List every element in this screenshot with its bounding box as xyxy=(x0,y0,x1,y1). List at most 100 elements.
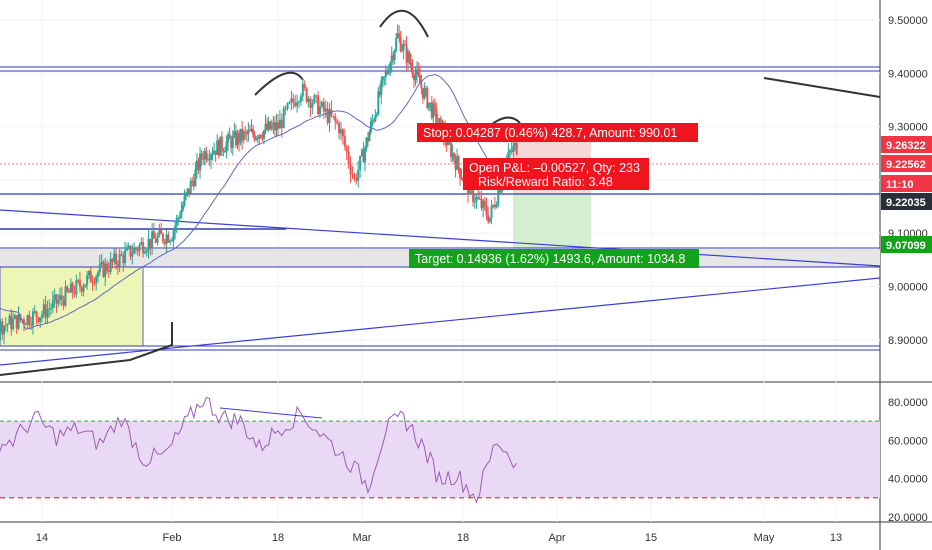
candle-body xyxy=(115,253,118,265)
candle-body xyxy=(93,282,96,284)
candle-body xyxy=(209,154,212,160)
candle-body xyxy=(374,115,377,121)
candle-body xyxy=(371,120,374,122)
candle-body xyxy=(319,106,321,115)
candle-body xyxy=(408,52,411,63)
candle-body xyxy=(307,98,310,102)
candle-body xyxy=(355,177,358,181)
candle-body xyxy=(178,217,181,219)
price-tag-bg xyxy=(881,236,932,253)
candle-body xyxy=(154,238,157,243)
candle-body xyxy=(138,244,141,251)
candle-body xyxy=(288,102,291,104)
candle-body xyxy=(59,295,62,301)
candle-body xyxy=(197,160,200,171)
candle-body xyxy=(459,167,462,178)
head-arc xyxy=(379,9,429,38)
candle-body xyxy=(208,158,211,160)
candle-body xyxy=(111,259,114,262)
candle-body xyxy=(495,204,498,208)
candle-body xyxy=(456,156,459,170)
target-label: Target: 0.14936 (1.62%) 1493.6, Amount: … xyxy=(415,252,685,266)
candle-body xyxy=(277,122,279,129)
candle-body xyxy=(98,264,101,273)
candle-body xyxy=(480,198,483,209)
candle-body xyxy=(186,188,189,193)
candle-body xyxy=(345,146,348,153)
target-zone xyxy=(513,194,591,248)
candle-body xyxy=(272,122,275,126)
candle-body xyxy=(60,295,63,300)
candle-body xyxy=(336,121,339,124)
candle-body xyxy=(230,138,233,149)
candle-body xyxy=(390,55,393,64)
candle-body xyxy=(387,72,390,74)
candle-body xyxy=(454,159,457,170)
candle-body xyxy=(206,158,209,160)
price-tag-label: 9.22562 xyxy=(886,159,926,171)
rsi-band xyxy=(0,421,880,498)
candle-body xyxy=(427,102,430,108)
candle-body xyxy=(420,83,423,88)
candle-body xyxy=(75,280,78,295)
candle-body xyxy=(402,44,405,51)
candle-body xyxy=(375,114,378,116)
candle-body xyxy=(124,250,127,264)
price-tag-label: 9.22035 xyxy=(886,197,926,209)
candle-body xyxy=(498,190,501,193)
candle-body xyxy=(298,101,300,103)
candle-body xyxy=(0,321,2,332)
rsi-tick-label: 40.0000 xyxy=(888,474,928,486)
candle-body xyxy=(177,217,180,219)
candle-body xyxy=(320,101,323,107)
rsi-tick-label: 60.0000 xyxy=(888,435,928,447)
candle-body xyxy=(334,116,337,122)
candle-body xyxy=(347,152,350,164)
candle-body xyxy=(313,95,316,104)
candle-body xyxy=(30,324,33,326)
labels-layer: Stop: 0.04287 (0.46%) 428.7, Amount: 990… xyxy=(409,123,699,268)
candle-body xyxy=(414,74,417,81)
candle-body xyxy=(303,83,306,89)
candle-body xyxy=(202,158,205,160)
candle-body xyxy=(175,217,178,226)
candle-body xyxy=(213,150,216,155)
candle-body xyxy=(261,137,264,139)
candle-body xyxy=(183,195,186,206)
candle-body xyxy=(282,108,285,128)
candle-body xyxy=(292,98,295,103)
candle-body xyxy=(485,205,488,216)
candle-body xyxy=(423,88,426,99)
candle-body xyxy=(299,96,302,102)
rsi-layer xyxy=(0,396,880,504)
candle-body xyxy=(245,132,248,135)
candle-body xyxy=(280,119,283,128)
candle-body xyxy=(151,231,154,248)
stop-label: Stop: 0.04287 (0.46%) 428.7, Amount: 990… xyxy=(423,126,677,140)
candle-body xyxy=(133,247,136,254)
candle-body xyxy=(71,283,74,293)
candle-body xyxy=(429,102,432,104)
candle-body xyxy=(407,52,410,63)
candle-body xyxy=(89,271,92,283)
price-tag-bg xyxy=(881,136,932,153)
candle-body xyxy=(62,299,65,306)
candle-body xyxy=(231,135,234,149)
candle-body xyxy=(55,294,58,304)
candle-body xyxy=(311,103,314,108)
candle-body xyxy=(359,155,362,170)
candle-body xyxy=(225,142,228,152)
candle-body xyxy=(395,37,398,51)
candle-body xyxy=(457,156,460,168)
candle-body xyxy=(492,204,495,206)
candle-body xyxy=(158,229,161,237)
candle-body xyxy=(294,102,297,107)
candle-body xyxy=(13,315,16,320)
rsi-divergence-line xyxy=(219,407,323,419)
candle-body xyxy=(96,272,99,277)
candle-body xyxy=(451,153,454,158)
candle-body xyxy=(290,98,293,103)
candle-body xyxy=(365,137,368,149)
candle-body xyxy=(82,287,85,292)
candle-body xyxy=(510,150,513,153)
